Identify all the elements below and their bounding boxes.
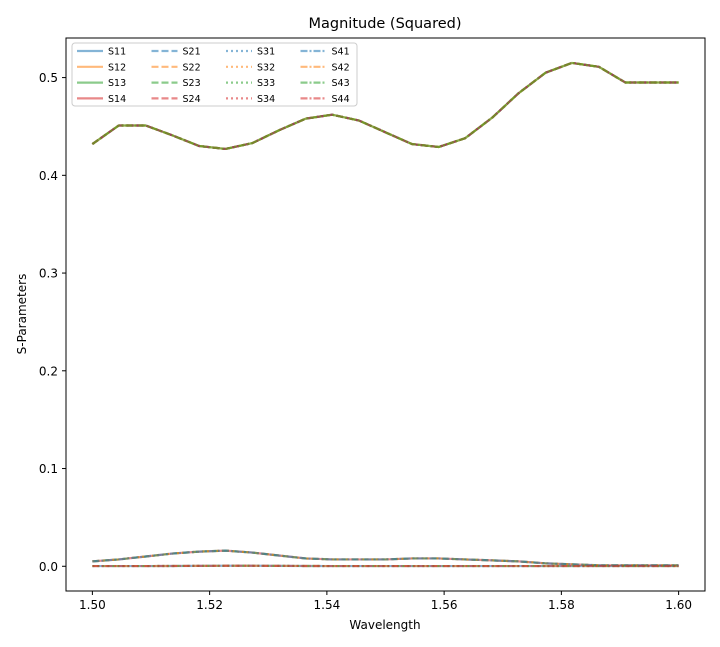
plot-frame xyxy=(65,37,706,592)
x-tick-label: 1.60 xyxy=(665,598,692,612)
x-axis-label: Wavelength xyxy=(349,618,420,632)
series-layer xyxy=(91,61,679,568)
x-tick-label: 1.54 xyxy=(314,598,341,612)
legend-label: S21 xyxy=(183,47,201,58)
legend-label: S23 xyxy=(183,78,201,89)
legend-label: S11 xyxy=(108,47,126,58)
legend-label: S41 xyxy=(332,47,350,58)
legend-label: S33 xyxy=(257,78,275,89)
legend-label: S44 xyxy=(332,94,350,105)
x-tick-label: 1.58 xyxy=(548,598,575,612)
x-tick-label: 1.52 xyxy=(196,598,223,612)
legend-box xyxy=(71,42,358,107)
y-tick-label: 0.2 xyxy=(39,364,58,378)
legend-label: S14 xyxy=(108,94,126,105)
y-tick-label: 0.3 xyxy=(39,267,58,281)
legend-label: S42 xyxy=(332,62,350,73)
legend-label: S22 xyxy=(183,62,201,73)
x-axis: 1.50 1.52 1.54 1.56 1.58 1.60 xyxy=(79,591,692,612)
x-tick-label: 1.56 xyxy=(431,598,458,612)
legend-label: S31 xyxy=(257,47,275,58)
legend-label: S12 xyxy=(108,62,126,73)
legend-label: S34 xyxy=(257,94,275,105)
y-axis: 0.0 0.1 0.2 0.3 0.4 0.5 xyxy=(39,71,66,574)
series-line-s23 xyxy=(92,549,679,567)
y-tick-label: 0.1 xyxy=(39,462,58,476)
y-tick-label: 0.4 xyxy=(39,169,58,183)
chart-title: Magnitude (Squared) xyxy=(309,16,462,32)
y-tick-label: 0.5 xyxy=(39,71,58,85)
y-tick-label: 0.0 xyxy=(39,560,58,574)
legend-label: S24 xyxy=(183,94,201,105)
legend-label: S43 xyxy=(332,78,350,89)
legend: S11 S12 S13 S14 S21 S22 S23 S24 S31 S32 S33 S34 S41 S… xyxy=(71,42,358,107)
series-line-s43 xyxy=(91,61,679,151)
legend-label: S13 xyxy=(108,78,126,89)
y-axis-label: S-Parameters xyxy=(15,274,29,355)
legend-label: S32 xyxy=(257,62,275,73)
x-tick-label: 1.50 xyxy=(79,598,106,612)
